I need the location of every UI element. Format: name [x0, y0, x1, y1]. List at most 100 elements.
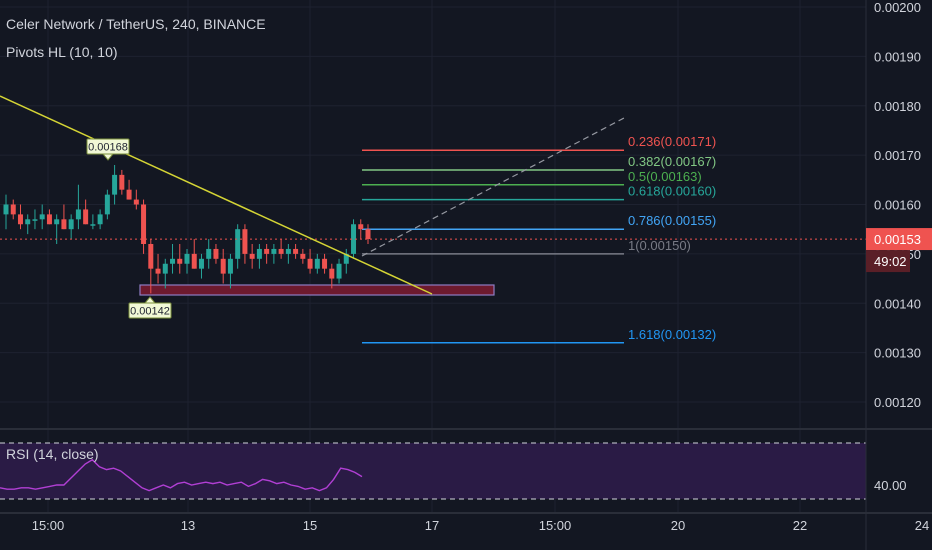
candle-body — [336, 263, 342, 279]
indicator-label[interactable]: Pivots HL (10, 10) — [6, 44, 118, 60]
candle-body — [213, 248, 219, 259]
candle-body — [39, 214, 45, 220]
symbol-title[interactable]: Celer Network / TetherUS, 240, BINANCE — [6, 16, 266, 32]
candle-body — [184, 253, 190, 264]
support-zone[interactable] — [139, 284, 495, 296]
candle-body — [198, 258, 204, 269]
rsi-label[interactable]: RSI (14, close) — [6, 446, 99, 462]
pivot-value: 0.00168 — [88, 142, 128, 154]
rsi-line — [0, 458, 363, 492]
time-tick-label: 24 — [915, 518, 929, 533]
candle-body — [314, 258, 320, 269]
fib-level-label: 0.786(0.00155) — [628, 213, 716, 228]
price-tick-label: 0.00130 — [874, 346, 921, 361]
countdown-badge — [866, 250, 910, 273]
candle-body — [75, 209, 81, 220]
fib-level-label: 1.618(0.00132) — [628, 327, 716, 342]
pivot-low-label: 0.00142 — [128, 296, 172, 319]
price-tick-label: 0.00180 — [874, 99, 921, 114]
fibonacci-retracement[interactable]: 0.236(0.00171) 0.382(0.00167)0.5(0.00163)… — [362, 134, 716, 344]
pivot-labels: 0.00168 0.00142 — [86, 138, 172, 319]
candle-body — [104, 194, 110, 215]
price-grid — [0, 0, 866, 512]
drawings[interactable] — [0, 95, 866, 295]
candle-body — [227, 258, 233, 274]
candle-body — [264, 248, 270, 254]
candle-body — [300, 253, 306, 259]
candle-body — [293, 248, 299, 254]
candle-body — [141, 204, 147, 244]
candle-body — [177, 258, 183, 264]
candle-body — [3, 204, 9, 215]
candlestick-series — [3, 165, 371, 294]
price-tick-label: 0.00160 — [874, 198, 921, 213]
candle-body — [68, 219, 74, 230]
candle-body — [351, 224, 357, 254]
time-tick-label: 13 — [181, 518, 195, 533]
candle-body — [358, 224, 364, 230]
pivot-pointer — [101, 153, 115, 161]
rsi-pane: 40.00 — [0, 442, 907, 500]
fib-level-label: 1(0.00150) — [628, 238, 691, 253]
candle-body — [46, 214, 52, 225]
candle-body — [61, 219, 67, 230]
price-tick-label: 0.00170 — [874, 148, 921, 163]
candle-body — [271, 248, 277, 254]
candle-body — [155, 268, 161, 274]
candle-body — [235, 229, 241, 259]
time-tick-label: 15 — [303, 518, 317, 533]
candle-body — [365, 229, 371, 240]
candle-body — [343, 253, 349, 264]
candle-body — [206, 248, 212, 259]
time-tick-label: 15:00 — [539, 518, 572, 533]
candle-body — [307, 258, 313, 269]
candle-body — [133, 199, 139, 205]
candle-body — [97, 214, 103, 225]
candle-body — [126, 189, 132, 200]
candle-body — [32, 219, 38, 221]
time-tick-label: 17 — [425, 518, 439, 533]
trendline — [0, 95, 433, 295]
candle-body — [285, 248, 291, 254]
candle-body — [90, 224, 96, 226]
candle-body — [170, 258, 176, 264]
support-zone-rect — [139, 284, 495, 296]
rsi-band — [0, 443, 866, 499]
time-tick-label: 20 — [671, 518, 685, 533]
candle-body — [25, 219, 31, 225]
candle-body — [322, 258, 328, 269]
candle-body — [83, 209, 89, 225]
candle-body — [220, 258, 226, 274]
price-tick-label: 0.00200 — [874, 0, 921, 15]
candle-body — [242, 229, 248, 254]
price-tick-label: 0.00190 — [874, 49, 921, 64]
candle-body — [17, 214, 23, 225]
candle-body — [278, 248, 284, 254]
pivot-high-label: 0.00168 — [86, 138, 130, 161]
current-price-badge — [866, 228, 932, 251]
time-tick-label: 15:00 — [32, 518, 65, 533]
candle-body — [119, 174, 125, 190]
fib-level-label: 0.236(0.00171) — [628, 134, 716, 149]
fib-level-label: 0.618(0.00160) — [628, 184, 716, 199]
candle-body — [191, 253, 197, 269]
candle-body — [112, 174, 118, 195]
candle-body — [249, 253, 255, 259]
price-tick-label: 0.00120 — [874, 395, 921, 410]
time-tick-label: 22 — [793, 518, 807, 533]
candle-body — [54, 219, 60, 225]
candle-body — [256, 248, 262, 259]
current-price-value: 0.00153 — [874, 232, 921, 247]
pivot-pointer — [143, 296, 157, 304]
price-tick-label: 0.00140 — [874, 296, 921, 311]
candle-body — [148, 244, 154, 269]
fib-level-label: 0.5(0.00163) — [628, 169, 702, 184]
candle-body — [10, 204, 16, 215]
candle-body — [329, 268, 335, 279]
countdown-value: 49:02 — [874, 254, 907, 269]
fib-level-label: 0.382(0.00167) — [628, 154, 716, 169]
rsi-level-label: 40.00 — [874, 478, 907, 493]
pivot-value: 0.00142 — [130, 306, 170, 318]
